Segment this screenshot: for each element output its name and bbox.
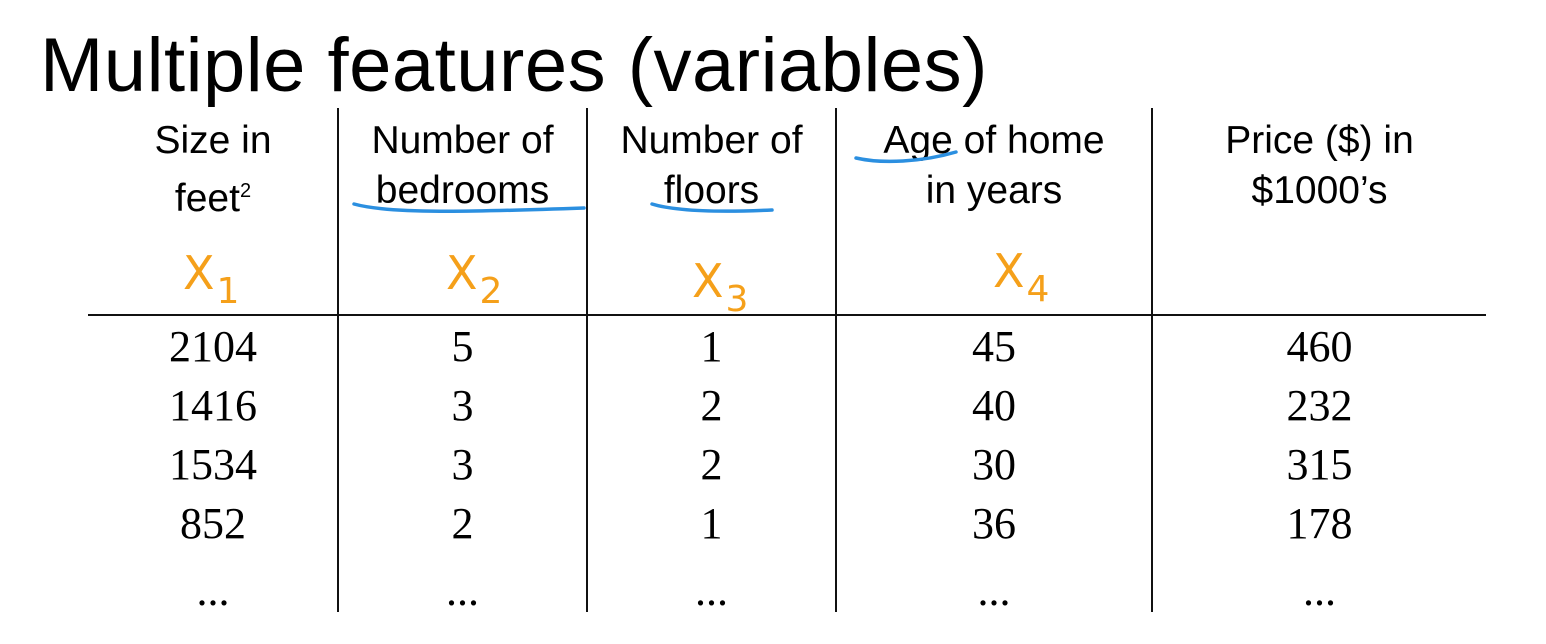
- feature-x4-label: X4: [993, 244, 1050, 310]
- table-cell-ellipsis: ...: [446, 566, 479, 615]
- table-cell-ellipsis: ...: [1303, 566, 1336, 615]
- header-price: Price ($) in $1000’s: [1153, 116, 1486, 226]
- table-cell: 45: [972, 322, 1016, 371]
- header-price-line1: Price ($) in: [1225, 119, 1414, 162]
- age-underline: [854, 150, 958, 164]
- table-cell: 36: [972, 499, 1016, 548]
- table-cell: 2: [700, 381, 723, 430]
- table-cell: 2104: [169, 322, 257, 371]
- column-divider: [586, 108, 588, 612]
- table-cell-ellipsis: ...: [196, 566, 230, 615]
- feature-x3-label: X3: [692, 254, 749, 320]
- table-cell: 3: [451, 440, 474, 489]
- table-cell-ellipsis: ...: [977, 566, 1011, 615]
- floors-underline: [650, 202, 774, 213]
- table-cell: 232: [1286, 381, 1353, 430]
- header-divider: [88, 314, 1486, 316]
- superscript-2: 2: [239, 180, 252, 202]
- column-divider: [1151, 108, 1153, 612]
- header-age-line1: Age of home: [883, 119, 1105, 162]
- table-cell: 1416: [169, 381, 257, 430]
- table-cell: 5: [451, 322, 474, 371]
- bedrooms-underline: [352, 202, 586, 214]
- table-cell: 2: [700, 440, 723, 489]
- feature-x1-label: X1: [183, 246, 240, 312]
- table-cell: 315: [1286, 440, 1353, 489]
- table-cell: 1534: [169, 440, 257, 489]
- header-bedrooms-line2: bedrooms: [375, 169, 550, 212]
- column-divider: [337, 108, 339, 612]
- table-cell: 178: [1286, 499, 1353, 548]
- table-cell: 30: [972, 440, 1016, 489]
- table-cell: 1: [700, 499, 723, 548]
- table-cell: 1: [700, 322, 723, 371]
- feature-x2-label: X2: [446, 246, 503, 312]
- header-age: Age of home in years: [837, 116, 1151, 226]
- header-floors-line2: floors: [663, 169, 760, 212]
- table-cell: 460: [1286, 322, 1353, 371]
- column-divider: [835, 108, 837, 612]
- header-size-line1: Size in: [154, 119, 272, 162]
- table-cell-ellipsis: ...: [695, 566, 728, 615]
- slide-title: Multiple features (variables): [40, 23, 988, 108]
- header-size-line2: feet2: [174, 177, 252, 220]
- header-bedrooms: Number of bedrooms: [339, 116, 586, 226]
- header-floors-line1: Number of: [620, 119, 803, 162]
- header-floors: Number of floors: [588, 116, 835, 226]
- header-age-line2: in years: [925, 169, 1063, 212]
- table-cell: 3: [451, 381, 474, 430]
- table-cell: 40: [972, 381, 1016, 430]
- header-size: Size in feet2: [90, 116, 336, 226]
- table-cell: 852: [180, 499, 246, 548]
- table-cell: 2: [451, 499, 474, 548]
- header-price-line2: $1000’s: [1251, 169, 1388, 212]
- header-bedrooms-line1: Number of: [371, 119, 554, 162]
